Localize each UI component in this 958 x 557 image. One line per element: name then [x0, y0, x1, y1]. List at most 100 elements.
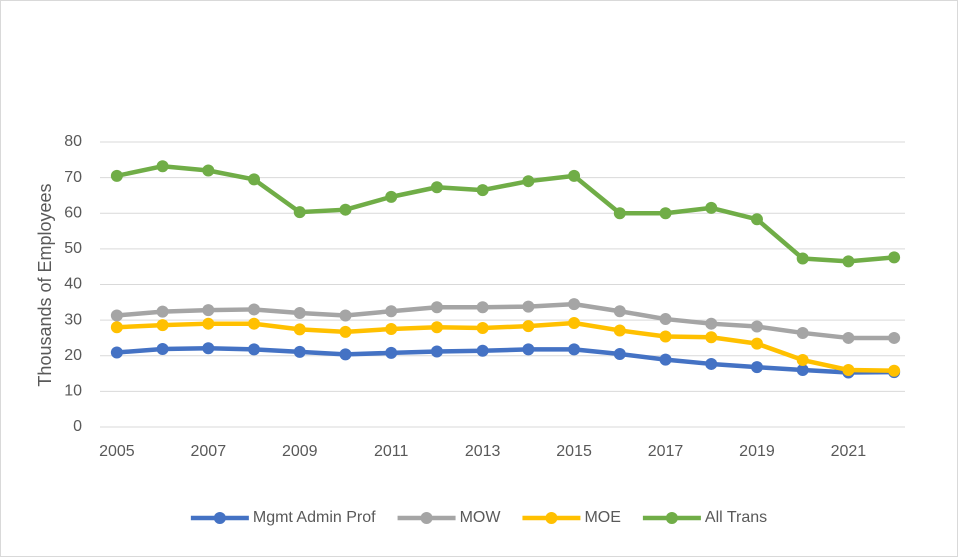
series-line [116, 163, 895, 264]
data-point [476, 184, 489, 197]
data-point [888, 251, 901, 264]
data-point [568, 169, 581, 182]
data-point [156, 305, 169, 318]
data-point [156, 319, 169, 332]
y-tick-label: 40 [64, 276, 82, 293]
y-axis-label: Thousands of Employees [35, 183, 55, 386]
x-tick-label: 2007 [191, 443, 227, 460]
data-point [613, 347, 626, 360]
data-point [568, 316, 581, 329]
series-line [116, 346, 895, 375]
data-point [293, 206, 306, 219]
data-point [522, 300, 535, 313]
data-point [430, 321, 443, 334]
data-point [248, 173, 261, 186]
data-point [339, 309, 352, 322]
data-point [522, 343, 535, 356]
legend-marker [665, 512, 678, 524]
data-point [202, 317, 215, 330]
y-tick-label: 10 [64, 383, 82, 400]
data-point [842, 364, 855, 376]
legend-marker [545, 512, 558, 524]
y-tick-label: 60 [64, 204, 82, 221]
x-tick-label: 2021 [831, 443, 867, 460]
data-point [522, 175, 535, 188]
series-line [116, 320, 895, 373]
x-tick-label: 2005 [99, 443, 135, 460]
data-point [796, 252, 809, 265]
data-point [156, 160, 169, 173]
data-point [568, 298, 581, 311]
legend-label: MOE [584, 509, 620, 526]
data-point [750, 361, 763, 374]
x-tick-label: 2019 [739, 443, 775, 460]
data-point [476, 344, 489, 357]
data-point [888, 331, 901, 344]
data-point [110, 321, 123, 334]
data-point [339, 325, 352, 338]
data-point [705, 201, 718, 214]
data-point [659, 207, 672, 220]
data-point [339, 348, 352, 361]
data-point [110, 309, 123, 322]
data-point [659, 330, 672, 343]
y-tick-label: 70 [64, 169, 82, 186]
legend-marker [420, 512, 433, 524]
data-point [842, 255, 855, 268]
data-point [705, 331, 718, 344]
legend-label: Mgmt Admin Prof [253, 509, 376, 526]
data-point [430, 345, 443, 358]
data-point [613, 305, 626, 318]
data-point [248, 343, 261, 356]
data-point [568, 343, 581, 356]
data-point [110, 169, 123, 182]
data-point [796, 364, 809, 376]
data-point [750, 213, 763, 226]
data-point [385, 323, 398, 336]
data-point [613, 207, 626, 220]
data-point [888, 364, 901, 377]
data-point [293, 345, 306, 358]
series-line [116, 301, 895, 341]
data-point [842, 331, 855, 344]
data-point [750, 337, 763, 350]
data-point [156, 342, 169, 355]
data-point [430, 301, 443, 314]
data-point [659, 353, 672, 366]
data-point [705, 317, 718, 330]
data-point [110, 346, 123, 359]
data-point [248, 317, 261, 330]
data-point [476, 301, 489, 314]
data-point [202, 304, 215, 317]
data-point [430, 181, 443, 194]
data-point [385, 190, 398, 203]
data-point [248, 303, 261, 316]
data-point [339, 203, 352, 216]
data-point [705, 357, 718, 370]
x-tick-label: 2011 [374, 443, 409, 460]
x-tick-label: 2017 [648, 443, 684, 460]
data-point [476, 321, 489, 334]
data-point [293, 323, 306, 336]
legend-label: All Trans [705, 509, 767, 526]
y-tick-label: 0 [73, 418, 82, 435]
data-point [293, 307, 306, 319]
data-point [385, 305, 398, 318]
data-point [750, 320, 763, 333]
x-tick-label: 2009 [282, 443, 318, 460]
y-tick-label: 50 [64, 240, 82, 257]
data-point [796, 326, 809, 339]
data-point [385, 346, 398, 359]
legend-label: MOW [460, 509, 502, 526]
x-tick-label: 2013 [465, 443, 501, 460]
legend-marker [213, 512, 226, 524]
y-tick-label: 30 [64, 311, 82, 328]
data-point [659, 313, 672, 326]
data-point [796, 354, 809, 367]
data-point [613, 324, 626, 337]
data-point [522, 320, 535, 333]
x-tick-label: 2015 [556, 443, 592, 460]
